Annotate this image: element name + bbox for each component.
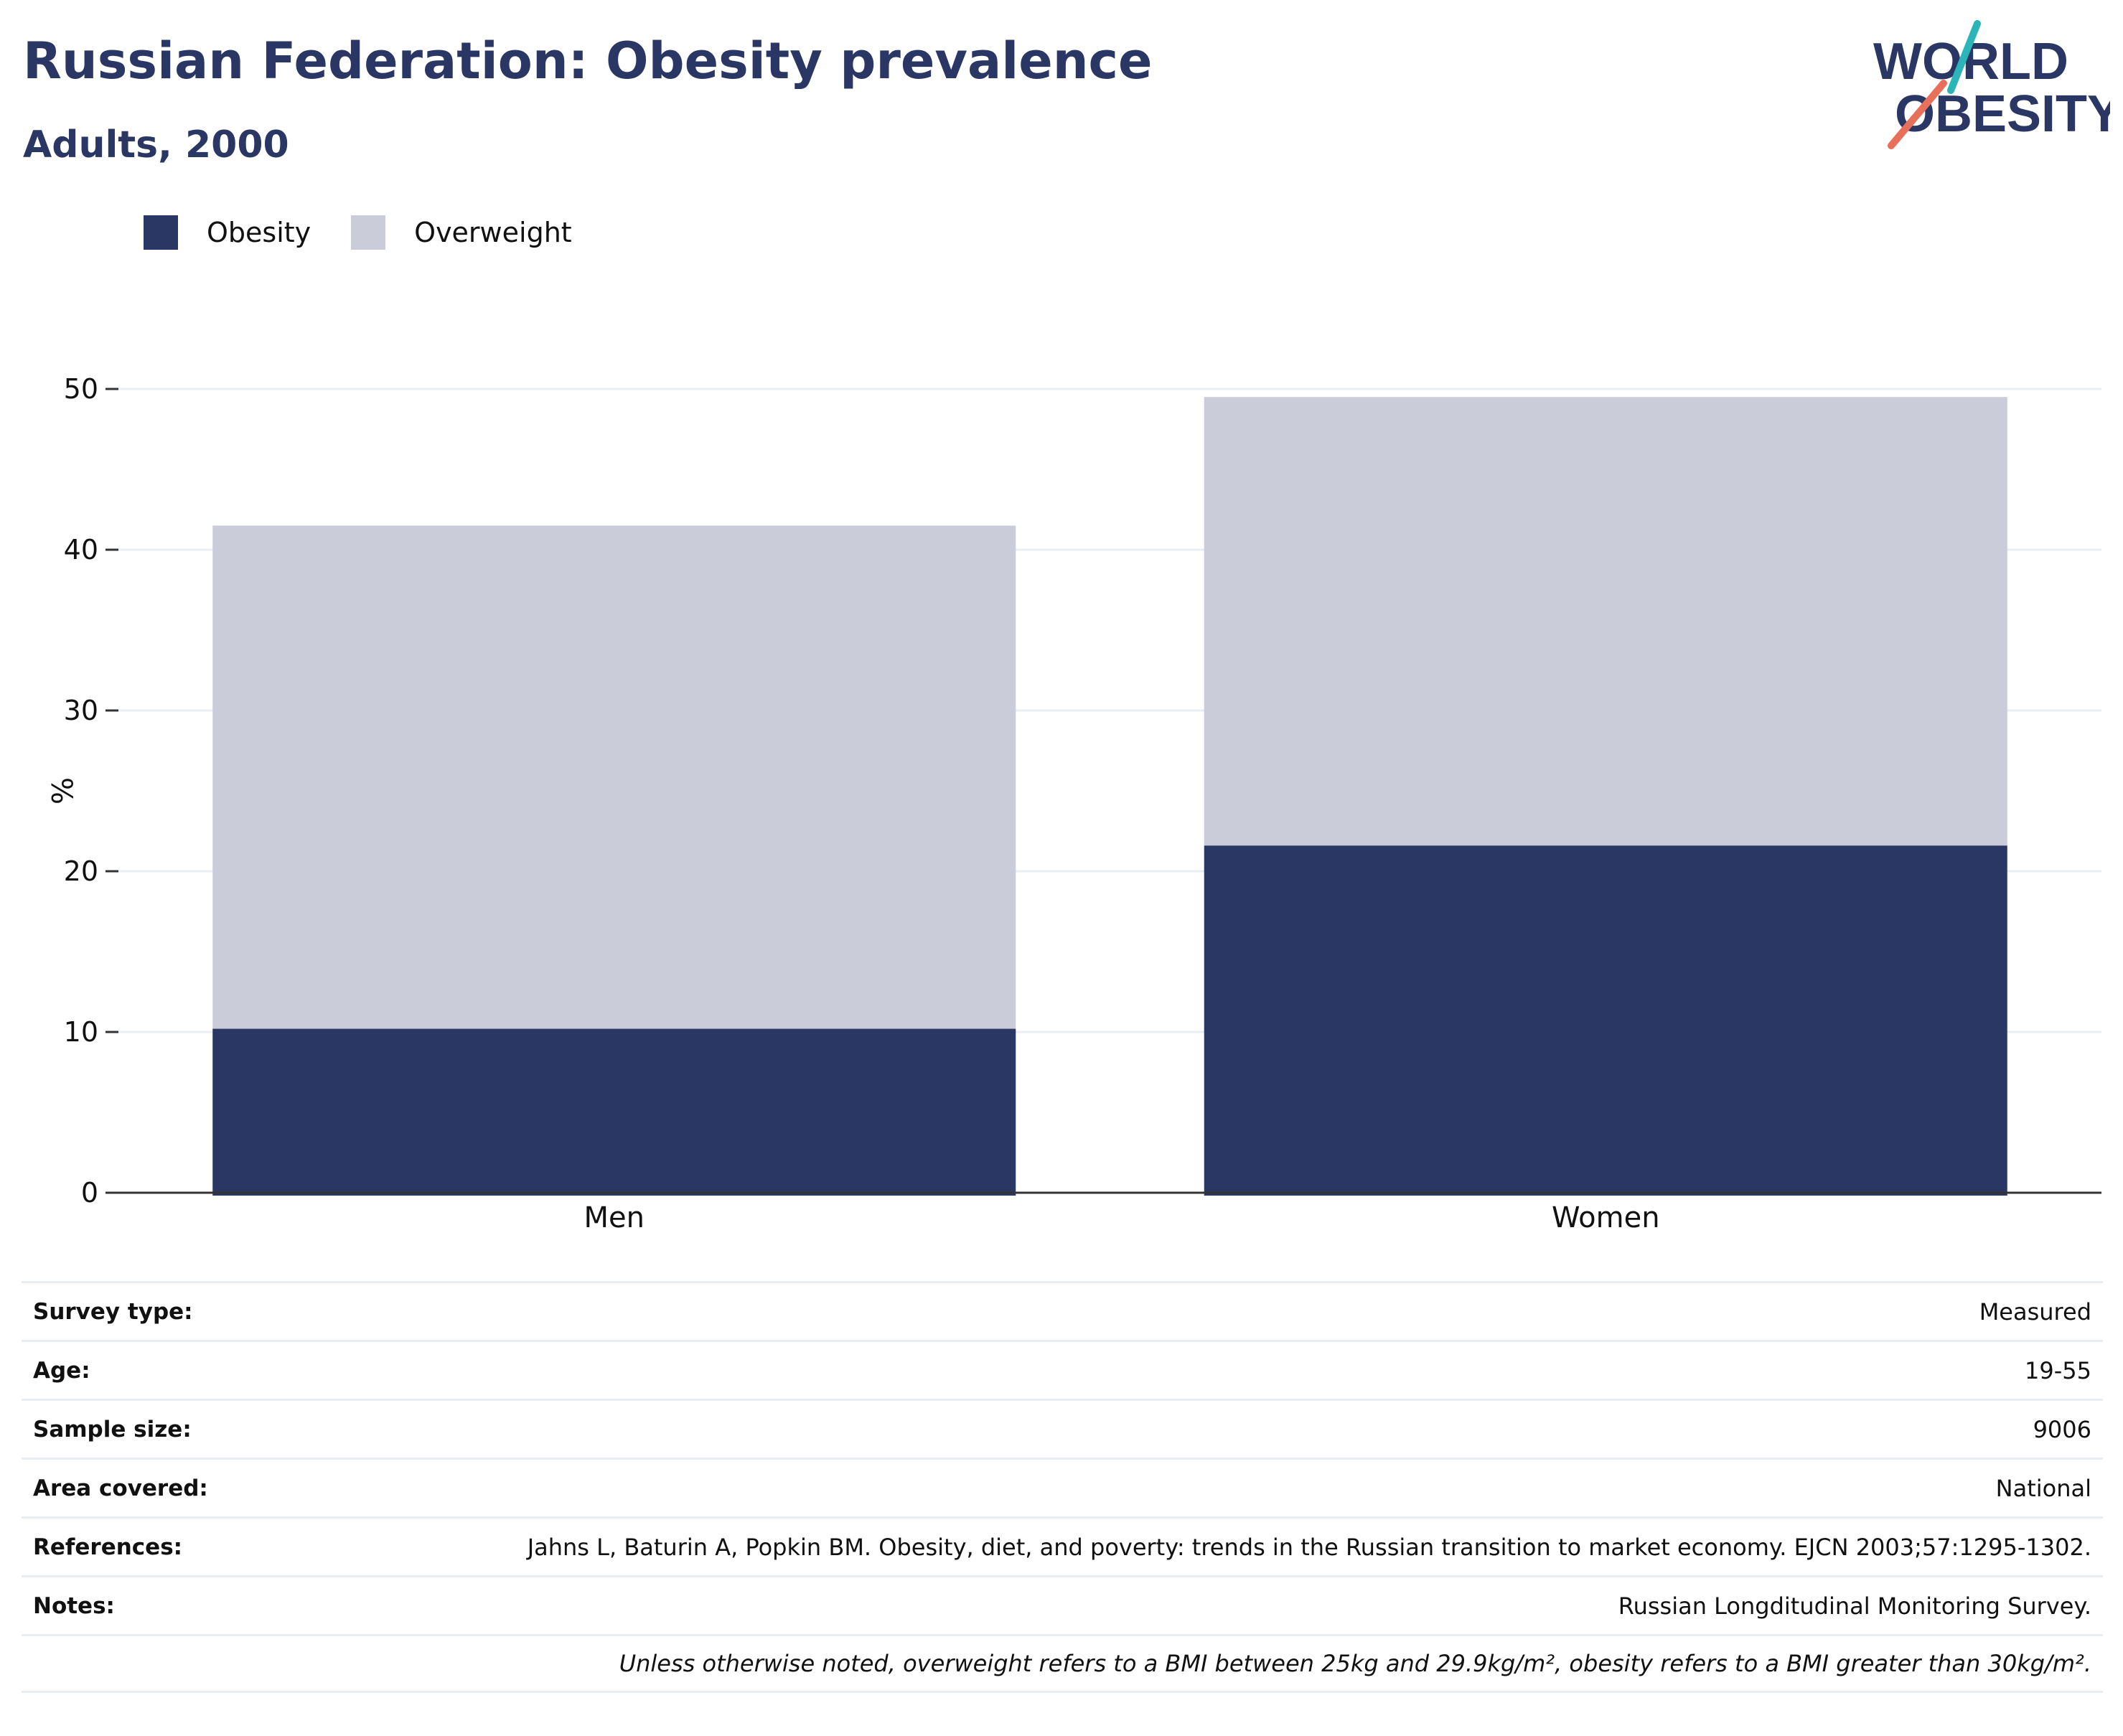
info-label: References:: [33, 1534, 183, 1560]
info-row-area-covered: Area covered: National: [22, 1458, 2103, 1516]
y-axis-label: %: [44, 777, 78, 804]
y-tick-label: 40: [64, 534, 98, 566]
info-row-references: References: Jahns L, Baturin A, Popkin B…: [22, 1516, 2103, 1575]
info-value: Russian Longditudinal Monitoring Survey.: [1618, 1592, 2091, 1620]
info-label: Area covered:: [33, 1475, 208, 1501]
bar-chart: 0 10 20 30 40 50% Men Women: [44, 373, 2101, 1234]
logo-coral-stroke: [1888, 80, 1947, 149]
y-tick-label: 10: [64, 1016, 98, 1048]
info-row-sample-size: Sample size: 9006: [22, 1399, 2103, 1458]
info-row-age: Age: 19-55: [22, 1340, 2103, 1399]
legend-swatch-obesity: [144, 215, 178, 250]
y-tick-label: 20: [64, 855, 98, 887]
y-tick-label: 0: [81, 1177, 98, 1209]
bar-overweight-men: [212, 525, 1016, 1029]
info-value: 9006: [2033, 1415, 2091, 1443]
info-value: Measured: [1979, 1298, 2091, 1326]
x-tick-label: Women: [1552, 1201, 1660, 1234]
world-obesity-logo: WORLD OBESITY: [1873, 20, 2110, 149]
info-row-survey-type: Survey type: Measured: [22, 1281, 2103, 1340]
info-label: Survey type:: [33, 1298, 193, 1325]
info-label: Age:: [33, 1357, 90, 1384]
chart-legend: Obesity Overweight: [144, 212, 612, 253]
chart-subtitle: Adults, 2000: [23, 123, 289, 166]
legend-label-overweight: Overweight: [414, 217, 572, 248]
info-label: Notes:: [33, 1592, 115, 1619]
chart-title: Russian Federation: Obesity prevalence: [23, 32, 1153, 90]
info-value: National: [1995, 1474, 2091, 1502]
info-value: Jahns L, Baturin A, Popkin BM. Obesity, …: [527, 1533, 2091, 1561]
y-tick-label: 50: [64, 373, 98, 405]
legend-item-obesity[interactable]: Obesity: [144, 215, 311, 250]
x-tick-label: Men: [584, 1201, 645, 1234]
bmi-definition-footnote: Unless otherwise noted, overweight refer…: [619, 1650, 2091, 1677]
logo-teal-stroke: [1947, 20, 1981, 94]
info-label: Sample size:: [33, 1416, 192, 1442]
info-row-notes: Notes: Russian Longditudinal Monitoring …: [22, 1575, 2103, 1634]
bar-overweight-women: [1204, 397, 2007, 846]
info-value: 19-55: [2025, 1356, 2091, 1384]
legend-label-obesity: Obesity: [207, 217, 311, 248]
survey-info-table: Survey type: Measured Age: 19-55 Sample …: [22, 1281, 2103, 1693]
legend-item-overweight[interactable]: Overweight: [351, 215, 572, 250]
info-row-footnote: Unless otherwise noted, overweight refer…: [22, 1634, 2103, 1693]
legend-swatch-overweight: [351, 215, 386, 250]
bar-obesity-men: [212, 1028, 1016, 1196]
bar-obesity-women: [1204, 845, 2007, 1196]
y-tick-label: 30: [64, 695, 98, 726]
